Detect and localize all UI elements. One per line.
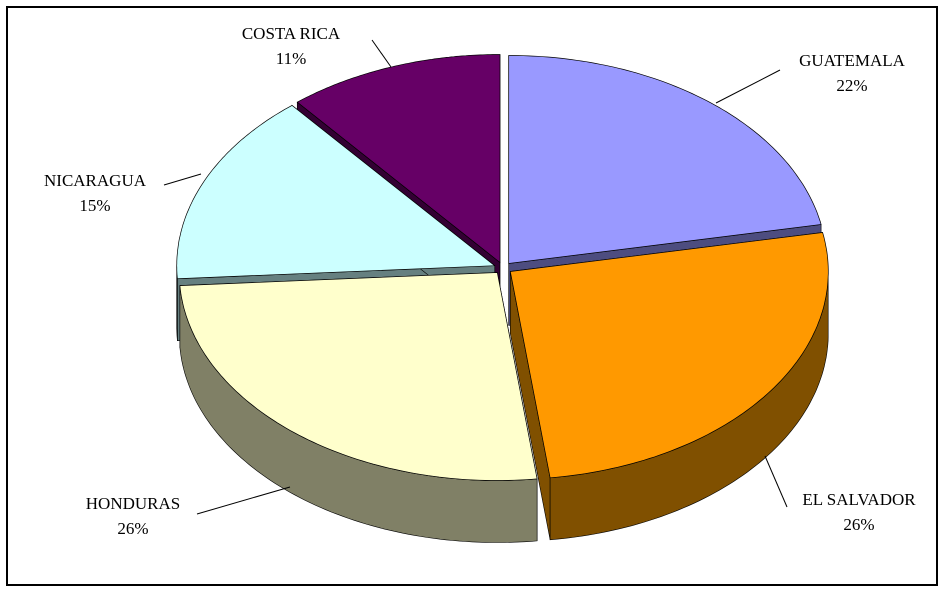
label-pct-honduras: 26% (117, 519, 148, 538)
label-name-nicaragua: NICARAGUA (44, 171, 147, 190)
slice-el-salvador (509, 232, 829, 479)
slice-costa-rica (296, 54, 501, 264)
label-name-guatemala: GUATEMALA (799, 51, 905, 70)
leader-line-honduras (196, 486, 291, 515)
pie-slices (176, 54, 829, 481)
label-pct-costa-rica: 11% (276, 49, 307, 68)
label-name-el-salvador: EL SALVADOR (802, 490, 916, 509)
label-name-costa-rica: COSTA RICA (242, 24, 341, 43)
label-pct-nicaragua: 15% (79, 196, 110, 215)
slice-guatemala (508, 55, 822, 264)
slice-nicaragua (176, 104, 496, 280)
leader-line-el-salvador (764, 455, 788, 508)
slice-honduras (179, 272, 538, 481)
label-pct-guatemala: 22% (836, 76, 867, 95)
leader-line-guatemala (715, 69, 781, 104)
label-pct-el-salvador: 26% (843, 515, 874, 534)
leader-lines (163, 39, 788, 515)
leader-line-costa-rica (371, 39, 392, 68)
leader-line-nicaragua (163, 173, 202, 186)
label-name-honduras: HONDURAS (86, 494, 180, 513)
